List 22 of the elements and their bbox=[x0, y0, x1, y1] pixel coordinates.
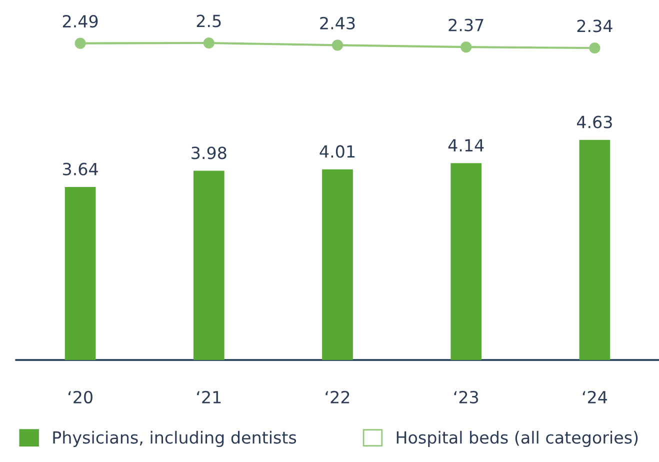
bar bbox=[579, 140, 610, 360]
x-tick-label: ‘23 bbox=[454, 390, 478, 404]
data-label: 3.98 bbox=[192, 146, 226, 160]
data-label: 2.5 bbox=[196, 14, 221, 28]
data-label: 2.34 bbox=[577, 20, 612, 32]
bar bbox=[322, 169, 353, 360]
data-label: 4.01 bbox=[320, 145, 355, 158]
data-label: 3.64 bbox=[63, 162, 98, 176]
data-label: 2.43 bbox=[320, 16, 355, 30]
data-label: 2.49 bbox=[62, 14, 98, 28]
data-label: 4.14 bbox=[448, 139, 484, 152]
bar bbox=[64, 186, 96, 360]
bar bbox=[193, 170, 224, 360]
bar bbox=[450, 163, 482, 360]
legend-label: Physicians, including dentists bbox=[53, 430, 296, 447]
data-label: 4.63 bbox=[576, 116, 612, 128]
x-tick-label: ‘22 bbox=[326, 390, 350, 404]
x-tick-label: ‘20 bbox=[68, 390, 92, 404]
x-tick-label: ‘24 bbox=[582, 390, 608, 404]
data-label: 2.37 bbox=[448, 18, 484, 32]
x-tick-label: ‘21 bbox=[197, 390, 221, 404]
legend-label: Hospital beds (all categories) bbox=[396, 430, 638, 447]
